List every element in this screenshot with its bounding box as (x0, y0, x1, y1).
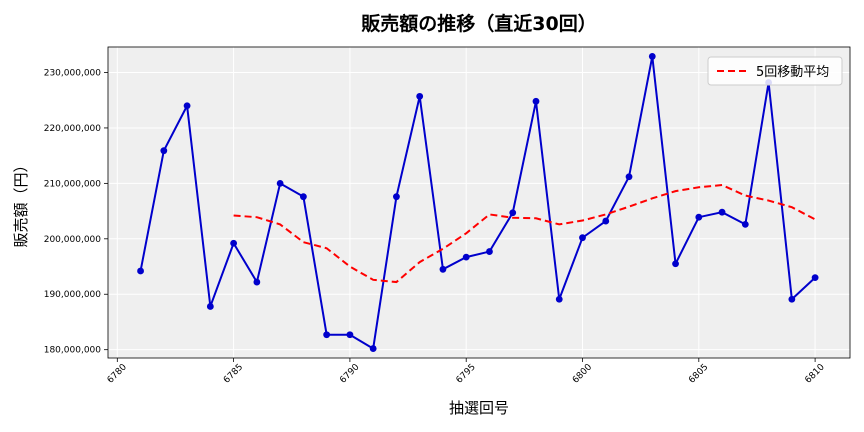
data-point (625, 173, 633, 181)
data-point (439, 265, 447, 273)
plot-area (108, 47, 850, 358)
y-axis-label: 販売額（円） (12, 157, 30, 247)
data-point (811, 274, 819, 282)
data-point (416, 92, 424, 100)
data-point (486, 248, 493, 255)
x-tick-label: 6780 (106, 362, 129, 385)
data-point (555, 295, 563, 303)
y-tick-label: 220,000,000 (44, 124, 102, 134)
data-point (346, 331, 354, 339)
y-tick-label: 190,000,000 (44, 290, 102, 300)
data-point (695, 213, 703, 221)
data-point (648, 53, 656, 60)
x-tick-label: 6795 (455, 362, 478, 385)
data-point (672, 260, 679, 268)
legend-label: 5回移動平均 (756, 65, 829, 80)
series-moving-average (233, 184, 816, 284)
axes-frame (107, 46, 851, 359)
data-point (323, 331, 331, 339)
data-point (462, 253, 470, 261)
y-tick-label: 210,000,000 (44, 179, 102, 189)
x-tick-label: 6810 (803, 362, 826, 385)
data-point (532, 97, 540, 105)
data-point (276, 179, 284, 187)
sales-line (139, 56, 816, 351)
y-tick-label: 180,000,000 (44, 346, 102, 356)
data-point (509, 209, 517, 217)
x-axis-label: 抽選回号 (449, 399, 509, 417)
chart-title: 販売額の推移（直近30回） (361, 12, 596, 35)
data-point (160, 147, 168, 155)
data-point (602, 217, 610, 225)
data-point (393, 193, 400, 201)
y-tick-label: 200,000,000 (44, 235, 102, 245)
data-point (137, 267, 144, 275)
moving-average-line (233, 184, 816, 284)
data-point (579, 234, 586, 242)
data-point (206, 303, 214, 310)
x-tick-label: 6785 (222, 362, 245, 385)
x-tick-label: 6800 (571, 362, 594, 385)
x-tick-label: 6790 (338, 362, 361, 385)
data-point (741, 220, 749, 228)
legend: 5回移動平均 (707, 56, 843, 86)
x-tick-label: 6805 (687, 362, 710, 385)
data-point (369, 345, 377, 352)
y-tick-label: 230,000,000 (44, 69, 102, 79)
data-point (183, 102, 191, 110)
data-point (299, 193, 307, 201)
data-point (788, 295, 796, 303)
data-point (718, 208, 726, 216)
data-point (253, 278, 261, 286)
data-point (230, 239, 238, 247)
legend-box (707, 56, 843, 86)
